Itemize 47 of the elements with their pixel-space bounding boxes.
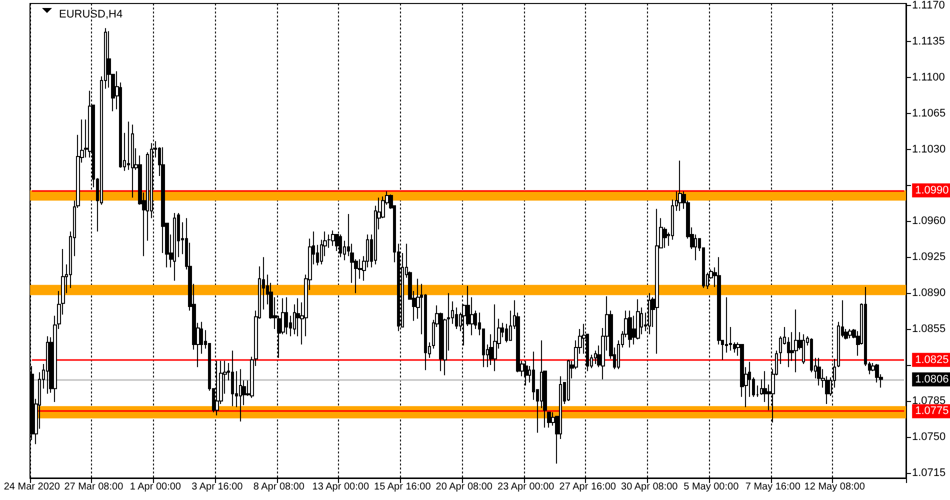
y-tick-label: 1.1170 <box>912 0 945 12</box>
x-tick-label: 15 Apr 16:00 <box>374 482 432 492</box>
candlestick <box>655 208 659 354</box>
x-tick-label: 13 Apr 00:00 <box>312 482 370 492</box>
y-tick-label: 1.0960 <box>912 215 946 228</box>
candlestick <box>817 357 821 386</box>
candlestick <box>46 336 49 394</box>
x-tick-label: 5 May 00:00 <box>684 482 740 492</box>
candlestick <box>802 334 805 364</box>
y-tick-label: 1.1030 <box>912 143 946 156</box>
x-tick-label: 8 Apr 08:00 <box>253 482 305 492</box>
y-tick-label: 1.0785 <box>912 394 946 407</box>
candlestick <box>231 350 234 407</box>
candlestick <box>285 296 288 335</box>
x-tick-label: 3 Apr 16:00 <box>192 482 244 492</box>
ref-line-label: 1.0775 <box>915 405 949 418</box>
y-tick-label: 1.0925 <box>912 251 946 264</box>
x-tick-label: 27 Apr 16:00 <box>559 482 616 492</box>
x-tick-label: 24 Mar 2020 <box>4 482 60 492</box>
x-tick-label: 12 May 08:00 <box>804 482 866 492</box>
candlestick <box>628 310 632 348</box>
candlestick <box>547 412 551 428</box>
candlestick <box>493 304 497 372</box>
y-tick-label: 1.1065 <box>912 107 946 120</box>
ref-line-label: 1.0806 <box>915 373 949 386</box>
x-tick-label: 30 Apr 08:00 <box>621 482 678 492</box>
candlestick <box>173 212 176 282</box>
y-tick-label: 1.1135 <box>912 35 945 48</box>
candlestick <box>567 359 570 402</box>
y-tick-label: 1.0855 <box>912 323 946 336</box>
x-tick-label: 20 Apr 08:00 <box>436 482 493 492</box>
y-tick-label: 1.0890 <box>912 287 946 300</box>
ref-line-label: 1.0990 <box>915 184 949 196</box>
candlestick <box>848 328 852 339</box>
candlestick <box>239 368 242 422</box>
ref-line-label: 1.0825 <box>915 354 949 366</box>
x-tick-label: 27 Mar 08:00 <box>64 482 124 492</box>
candlestick <box>794 309 798 373</box>
y-tick-label: 1.1100 <box>912 71 945 84</box>
y-tick-label: 1.0715 <box>912 466 946 479</box>
candlestick <box>131 124 134 198</box>
x-tick-label: 23 Apr 00:00 <box>498 482 555 492</box>
candlestick <box>678 160 682 212</box>
y-tick-label: 1.0750 <box>912 430 946 443</box>
x-tick-label: 1 Apr 00:00 <box>130 482 182 492</box>
x-tick-label: 7 May 16:00 <box>745 482 801 492</box>
text: EURUSD,H4 <box>59 8 123 20</box>
